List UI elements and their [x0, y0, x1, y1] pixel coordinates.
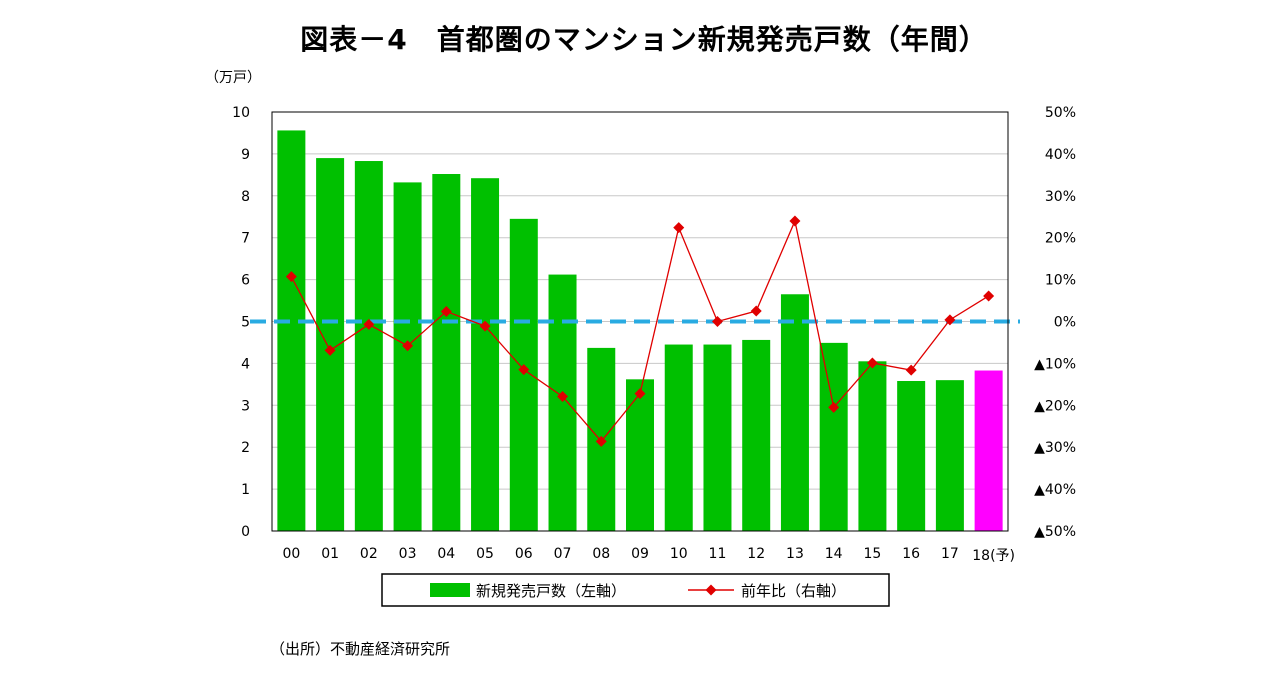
bar — [935, 380, 964, 531]
bar — [819, 342, 848, 531]
yoy-point — [944, 314, 956, 326]
yoy-point — [634, 388, 646, 400]
chart-title: 図表－4 首都圏のマンション新規発売戸数（年間） — [300, 23, 988, 56]
bar — [703, 344, 732, 531]
right-tick-label: 30% — [1045, 189, 1076, 205]
yoy-line — [285, 215, 995, 447]
bar — [548, 274, 577, 531]
left-axis-unit: （万戸） — [205, 70, 261, 86]
source-note: （出所）不動産経済研究所 — [270, 640, 451, 658]
bar — [277, 130, 306, 531]
category-label: 13 — [786, 546, 804, 562]
yoy-point — [673, 222, 685, 234]
left-tick-label: 10 — [232, 105, 250, 121]
category-label: 02 — [360, 546, 378, 562]
category-label: 01 — [321, 546, 339, 562]
right-tick-label: 20% — [1045, 231, 1076, 247]
category-label: 04 — [437, 546, 455, 562]
right-tick-label: 40% — [1045, 147, 1076, 163]
bar — [471, 178, 500, 531]
yoy-point — [866, 357, 878, 369]
category-label: 09 — [631, 546, 649, 562]
right-tick-label: 10% — [1045, 273, 1076, 289]
yoy-point — [983, 290, 995, 302]
category-label: 15 — [864, 546, 882, 562]
right-tick-label: ▲10% — [1034, 356, 1076, 372]
category-label: 11 — [709, 546, 727, 562]
right-tick-label: ▲40% — [1034, 482, 1076, 498]
yoy-point — [363, 318, 375, 330]
left-tick-label: 5 — [241, 315, 250, 331]
yoy-point — [402, 340, 414, 352]
yoy-point — [440, 305, 452, 317]
category-label: 00 — [282, 546, 300, 562]
yoy-point — [324, 344, 336, 356]
category-label: 16 — [902, 546, 920, 562]
legend: 新規発売戸数（左軸） 前年比（右軸） — [381, 573, 890, 607]
plot-frame — [271, 111, 1009, 532]
bar — [393, 182, 422, 531]
category-label: 03 — [399, 546, 417, 562]
bar — [897, 380, 926, 531]
category-label: 05 — [476, 546, 494, 562]
left-tick-label: 4 — [241, 356, 250, 372]
bar — [858, 361, 887, 531]
yoy-point — [595, 435, 607, 447]
yoy-point — [711, 316, 723, 327]
yoy-point — [518, 364, 530, 376]
bar — [664, 344, 693, 531]
bar — [742, 339, 771, 531]
legend-line-label: 前年比（右軸） — [741, 582, 846, 600]
right-tick-label: ▲20% — [1034, 398, 1076, 414]
left-tick-label: 9 — [241, 147, 250, 163]
right-tick-label: 0% — [1054, 315, 1076, 331]
category-label: 08 — [592, 546, 610, 562]
right-tick-label: 50% — [1045, 105, 1076, 121]
left-tick-label: 8 — [241, 189, 250, 205]
legend-bar-label: 新規発売戸数（左軸） — [476, 582, 626, 600]
left-tick-label: 1 — [241, 482, 250, 498]
bars — [277, 130, 1003, 531]
bar — [974, 370, 1003, 531]
left-tick-label: 2 — [241, 440, 250, 456]
left-tick-label: 7 — [241, 231, 250, 247]
yoy-point — [479, 320, 491, 332]
category-label: 07 — [554, 546, 572, 562]
bar — [354, 161, 383, 531]
category-label: 10 — [670, 546, 688, 562]
left-tick-label: 3 — [241, 398, 250, 414]
yoy-point — [750, 305, 762, 317]
legend-line-marker — [705, 584, 717, 596]
category-label: 14 — [825, 546, 843, 562]
category-label: 06 — [515, 546, 533, 562]
yoy-point — [905, 364, 917, 376]
bar — [780, 294, 809, 531]
right-tick-label: ▲50% — [1034, 524, 1076, 540]
category-label: 17 — [941, 546, 959, 562]
legend-bar-swatch — [430, 583, 470, 597]
bar — [432, 174, 461, 531]
yoy-point — [285, 271, 297, 283]
category-label: 12 — [747, 546, 765, 562]
bar — [626, 379, 654, 531]
left-tick-label: 6 — [241, 273, 250, 289]
yoy-point — [789, 215, 801, 227]
yoy-point — [557, 391, 569, 403]
axes: 012345678910▲50%▲40%▲30%▲20%▲10%0%10%20%… — [205, 70, 1076, 564]
left-tick-label: 0 — [241, 524, 250, 540]
right-tick-label: ▲30% — [1034, 440, 1076, 456]
category-label: 18(予) — [972, 548, 1015, 564]
yoy-point — [828, 401, 840, 413]
